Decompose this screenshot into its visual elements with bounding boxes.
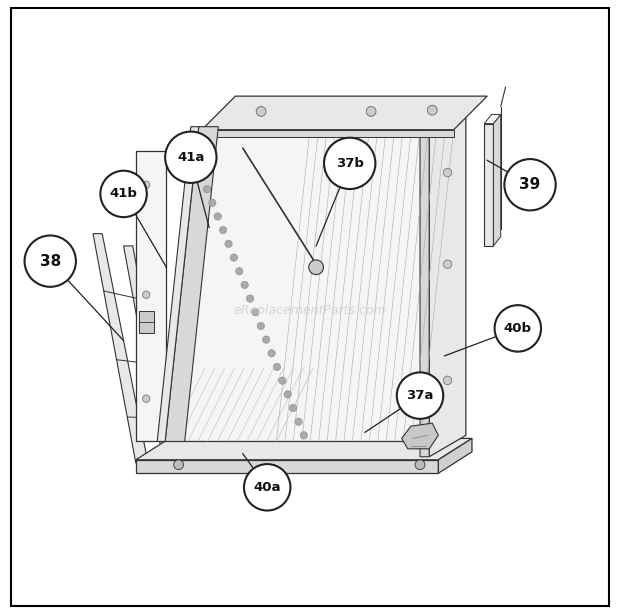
Circle shape — [225, 240, 232, 247]
Circle shape — [143, 395, 150, 402]
Polygon shape — [484, 114, 501, 123]
Circle shape — [324, 138, 375, 189]
Circle shape — [230, 254, 237, 261]
Circle shape — [100, 171, 147, 217]
Circle shape — [309, 260, 324, 274]
Circle shape — [262, 336, 270, 343]
Circle shape — [25, 236, 76, 287]
Polygon shape — [165, 126, 218, 441]
Polygon shape — [484, 123, 494, 246]
Circle shape — [495, 305, 541, 352]
Polygon shape — [136, 438, 472, 460]
Polygon shape — [202, 96, 487, 130]
Polygon shape — [157, 126, 199, 441]
Circle shape — [290, 405, 297, 411]
Text: 41a: 41a — [177, 151, 205, 164]
Circle shape — [203, 185, 211, 193]
Circle shape — [295, 418, 302, 426]
Text: 41b: 41b — [110, 187, 138, 200]
Circle shape — [252, 309, 259, 316]
Circle shape — [246, 295, 254, 302]
Circle shape — [443, 260, 452, 268]
Circle shape — [187, 144, 195, 152]
Circle shape — [198, 172, 205, 179]
Circle shape — [143, 291, 150, 298]
Circle shape — [244, 464, 290, 510]
Circle shape — [241, 281, 249, 289]
Circle shape — [143, 181, 150, 188]
Text: 40b: 40b — [504, 322, 532, 335]
Circle shape — [397, 373, 443, 419]
Text: 37b: 37b — [336, 157, 364, 170]
Circle shape — [284, 391, 291, 398]
Polygon shape — [438, 438, 472, 473]
Text: 40a: 40a — [254, 481, 281, 494]
Polygon shape — [136, 460, 438, 473]
Polygon shape — [202, 130, 454, 137]
Circle shape — [415, 460, 425, 470]
Circle shape — [300, 432, 308, 439]
Circle shape — [278, 377, 286, 384]
Circle shape — [236, 268, 243, 275]
Circle shape — [443, 168, 452, 177]
Text: 37a: 37a — [406, 389, 434, 402]
Circle shape — [256, 106, 266, 116]
Polygon shape — [494, 114, 501, 246]
Circle shape — [268, 349, 275, 357]
Circle shape — [219, 227, 227, 234]
Polygon shape — [139, 311, 154, 333]
Circle shape — [443, 376, 452, 384]
Text: 38: 38 — [40, 254, 61, 269]
Circle shape — [427, 105, 437, 115]
Polygon shape — [429, 99, 466, 457]
Text: 39: 39 — [520, 177, 541, 192]
Circle shape — [257, 322, 265, 330]
Circle shape — [174, 460, 184, 470]
Circle shape — [165, 131, 216, 183]
Text: eReplacementParts.com: eReplacementParts.com — [234, 303, 386, 317]
Polygon shape — [123, 246, 172, 461]
Polygon shape — [93, 234, 148, 463]
Circle shape — [504, 159, 556, 211]
Polygon shape — [136, 151, 166, 441]
Polygon shape — [402, 423, 438, 449]
Circle shape — [209, 199, 216, 206]
Polygon shape — [420, 123, 429, 457]
Polygon shape — [168, 130, 454, 441]
Circle shape — [366, 106, 376, 116]
Circle shape — [214, 213, 221, 220]
Circle shape — [273, 363, 281, 371]
Circle shape — [193, 158, 200, 165]
